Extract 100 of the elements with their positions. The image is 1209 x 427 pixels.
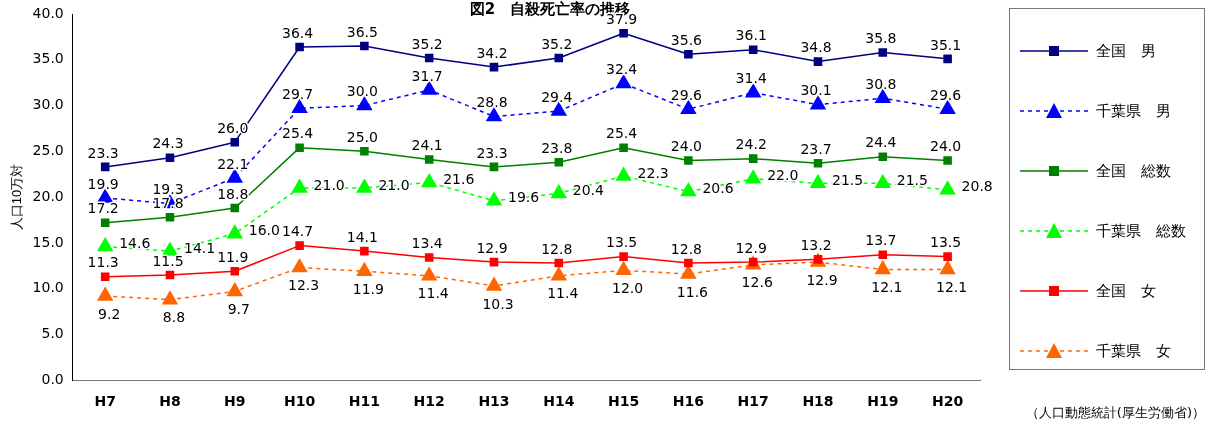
data-label: 25.4: [606, 125, 638, 142]
x-tick-label: H20: [932, 393, 964, 410]
data-label: 8.8: [162, 309, 186, 326]
y-tick-label: 0.0: [41, 370, 64, 387]
data-label: 24.2: [735, 136, 767, 153]
data-label: 30.1: [800, 82, 832, 99]
data-label: 12.9: [476, 239, 508, 256]
data-label: 22.0: [767, 167, 799, 184]
data-label: 20.6: [702, 180, 734, 197]
data-label: 30.0: [346, 83, 378, 100]
data-label: 29.6: [670, 86, 703, 103]
data-label: 36.5: [346, 23, 378, 40]
data-label: 22.1: [217, 155, 249, 172]
data-label: 12.8: [541, 240, 573, 257]
x-tick-label: H18: [802, 393, 834, 410]
data-label: 13.5: [930, 234, 962, 251]
y-tick-label: 15.0: [32, 233, 64, 250]
data-label: 11.9: [217, 248, 249, 265]
y-axis-title: 人口10万対: [9, 163, 25, 231]
y-tick-label: 5.0: [41, 325, 64, 342]
data-label: 28.8: [476, 94, 508, 111]
y-tick-label: 40.0: [32, 4, 64, 21]
data-label: 23.3: [476, 144, 508, 161]
data-label: 34.8: [800, 39, 832, 56]
data-label: 20.8: [961, 178, 993, 195]
data-label: 21.6: [443, 171, 475, 188]
data-label: 35.2: [541, 35, 573, 52]
data-label: 11.4: [547, 285, 579, 302]
data-label: 21.5: [896, 172, 928, 189]
legend-label: 全国 男: [1096, 41, 1156, 61]
legend-label: 全国 総数: [1096, 161, 1171, 181]
data-label: 13.2: [800, 236, 832, 253]
data-label: 35.6: [670, 31, 703, 48]
data-label: 23.3: [87, 144, 119, 161]
data-label: 36.1: [735, 27, 767, 44]
data-label: 12.1: [936, 279, 968, 296]
data-label: 35.2: [411, 35, 443, 52]
x-tick-label: H7: [94, 393, 116, 410]
data-label: 35.1: [930, 36, 962, 53]
data-label: 24.0: [930, 138, 962, 155]
data-label: 19.9: [87, 175, 119, 192]
data-label: 19.6: [507, 189, 540, 206]
data-label: 31.4: [735, 70, 767, 87]
data-label: 25.4: [281, 125, 314, 142]
x-tick-label: H9: [224, 393, 246, 410]
data-label: 29.6: [930, 86, 962, 103]
data-label: 23.8: [541, 139, 573, 156]
data-label: 11.4: [417, 285, 449, 302]
legend-label: 千葉県 男: [1096, 101, 1171, 121]
data-label: 31.7: [411, 67, 443, 84]
data-label: 12.6: [741, 274, 773, 291]
x-tick-label: H14: [543, 393, 575, 410]
data-label: 21.0: [378, 176, 410, 193]
data-label: 9.7: [227, 301, 250, 318]
data-label: 34.2: [476, 44, 508, 61]
data-label: 12.9: [806, 271, 838, 288]
data-label: 29.4: [541, 88, 573, 105]
data-label: 21.0: [313, 176, 345, 193]
data-label: 14.6: [119, 235, 151, 252]
data-label: 11.5: [152, 252, 184, 269]
data-label: 12.0: [612, 279, 644, 296]
x-tick-label: H8: [159, 393, 181, 410]
data-label: 14.1: [183, 239, 216, 256]
x-tick-label: H15: [607, 393, 640, 410]
data-label: 24.0: [670, 138, 702, 155]
x-tick-label: H11: [348, 393, 380, 410]
legend-label: 全国 女: [1096, 281, 1156, 301]
data-label: 32.4: [606, 61, 638, 78]
data-label: 12.8: [670, 240, 702, 257]
data-label: 23.7: [800, 140, 832, 157]
data-label: 22.3: [637, 164, 669, 181]
x-tick-label: H16: [672, 393, 704, 410]
data-label: 11.3: [87, 254, 119, 271]
y-tick-label: 25.0: [32, 141, 64, 158]
data-label: 13.7: [865, 232, 897, 249]
data-label: 35.8: [865, 30, 897, 47]
x-tick-label: H12: [413, 393, 445, 410]
y-tick-label: 10.0: [32, 279, 64, 296]
data-label: 11.9: [352, 280, 384, 297]
data-label: 9.2: [98, 305, 121, 322]
x-tick-label: H19: [867, 393, 899, 410]
data-label: 36.4: [281, 24, 314, 41]
y-tick-label: 30.0: [32, 96, 64, 113]
data-label: 17.2: [87, 200, 119, 217]
data-label: 14.1: [346, 228, 378, 245]
data-label: 24.3: [152, 135, 184, 152]
data-label: 11.6: [676, 283, 709, 300]
data-label: 21.5: [831, 172, 864, 189]
data-label: 12.3: [287, 277, 320, 294]
data-label: 16.0: [248, 222, 280, 239]
data-label: 12.1: [871, 279, 903, 296]
data-label: 10.3: [482, 295, 514, 312]
data-label: 24.4: [865, 134, 897, 151]
legend-label: 千葉県 女: [1096, 341, 1171, 361]
legend-label: 千葉県 総数: [1096, 221, 1186, 241]
y-tick-label: 35.0: [32, 50, 64, 67]
data-label: 29.7: [281, 85, 314, 102]
data-label: 12.9: [735, 239, 767, 256]
text: （人口動態統計(厚生労働省)）: [1025, 404, 1205, 422]
x-tick-label: H17: [737, 393, 769, 410]
